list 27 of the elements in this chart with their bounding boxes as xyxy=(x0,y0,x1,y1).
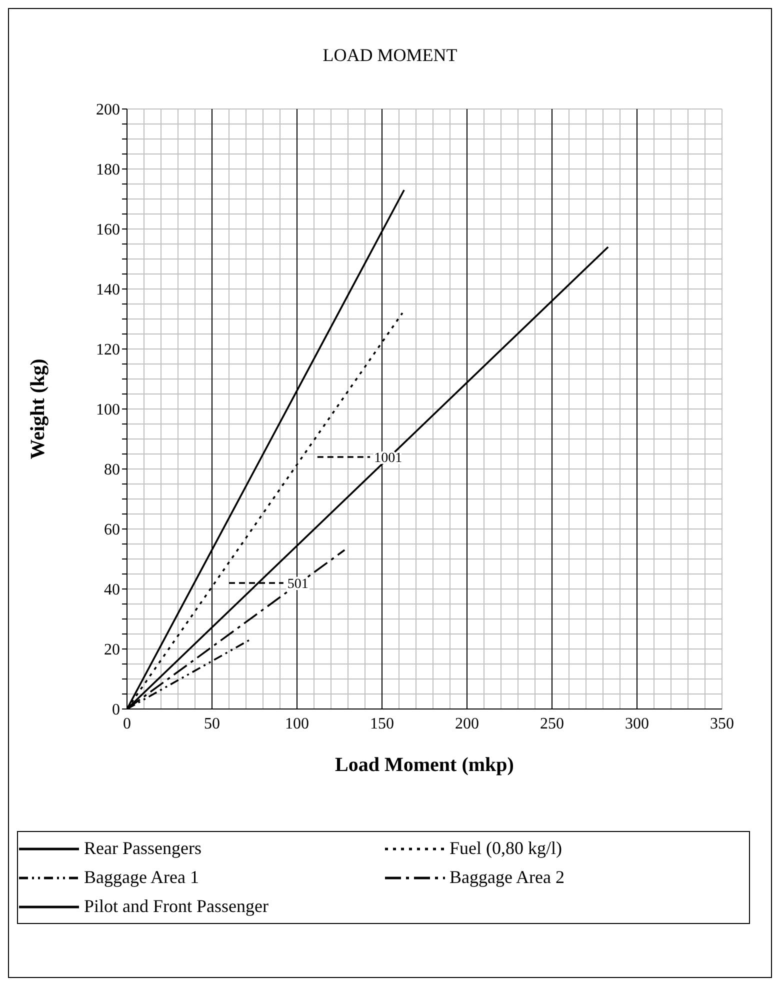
legend-label: Pilot and Front Passenger xyxy=(84,896,268,917)
legend-label: Rear Passengers xyxy=(84,838,202,859)
x-tick-label: 200 xyxy=(455,715,479,732)
y-tick-label: 40 xyxy=(104,582,120,599)
y-tick-label: 60 xyxy=(104,522,120,539)
y-tick-label: 20 xyxy=(104,642,120,659)
x-tick-label: 100 xyxy=(285,715,309,732)
y-axis-title: Weight (kg) xyxy=(27,358,50,460)
y-tick-label: 160 xyxy=(96,222,120,239)
x-tick-label: 250 xyxy=(540,715,564,732)
x-tick-label: 50 xyxy=(204,715,220,732)
x-tick-label: 300 xyxy=(625,715,649,732)
legend-label: Baggage Area 2 xyxy=(450,867,564,888)
y-tick-label: 0 xyxy=(112,702,120,719)
legend-label: Baggage Area 1 xyxy=(84,867,199,888)
x-axis-title: Load Moment (mkp) xyxy=(335,754,514,776)
y-tick-label: 120 xyxy=(96,342,120,359)
legend-label: Fuel (0,80 kg/l) xyxy=(450,838,562,859)
x-tick-label: 350 xyxy=(710,715,734,732)
y-tick-label: 180 xyxy=(96,162,120,179)
y-tick-label: 80 xyxy=(104,462,120,479)
x-tick-label: 150 xyxy=(370,715,394,732)
chart-title: LOAD MOMENT xyxy=(322,45,458,66)
y-tick-label: 200 xyxy=(96,102,120,119)
y-tick-label: 140 xyxy=(96,282,120,299)
y-tick-label: 100 xyxy=(96,402,120,419)
x-tick-label: 0 xyxy=(123,715,131,732)
